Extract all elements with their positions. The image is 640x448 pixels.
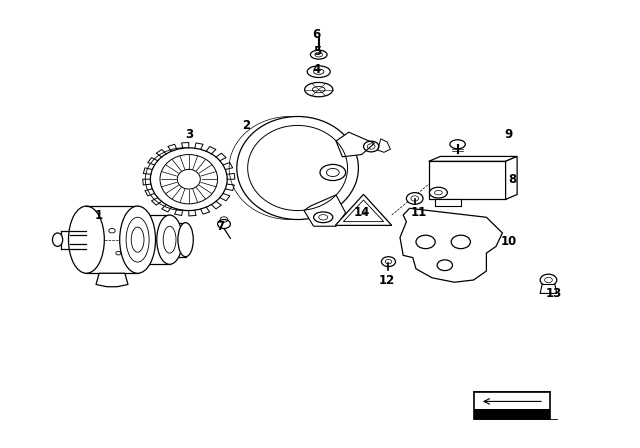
Ellipse shape xyxy=(237,116,358,220)
Text: 11: 11 xyxy=(411,206,428,220)
Text: 10: 10 xyxy=(500,235,517,249)
Text: 2: 2 xyxy=(243,119,250,132)
Ellipse shape xyxy=(320,164,346,181)
Ellipse shape xyxy=(178,223,193,257)
Text: 8: 8 xyxy=(508,172,516,186)
Polygon shape xyxy=(378,139,390,152)
Text: 4: 4 xyxy=(313,63,321,76)
Text: 00182628: 00182628 xyxy=(492,410,539,420)
Ellipse shape xyxy=(305,82,333,97)
Polygon shape xyxy=(336,132,374,157)
Ellipse shape xyxy=(381,257,396,267)
Ellipse shape xyxy=(68,206,104,273)
Polygon shape xyxy=(435,199,461,206)
Text: 6: 6 xyxy=(313,28,321,42)
Ellipse shape xyxy=(429,187,447,198)
Text: 5: 5 xyxy=(313,45,321,58)
Ellipse shape xyxy=(157,215,182,264)
Bar xyxy=(474,409,550,419)
Polygon shape xyxy=(506,156,517,199)
Polygon shape xyxy=(429,161,506,199)
Text: 7: 7 xyxy=(217,220,225,233)
Ellipse shape xyxy=(120,206,156,273)
Ellipse shape xyxy=(310,50,327,59)
Polygon shape xyxy=(344,200,383,222)
Ellipse shape xyxy=(150,148,227,211)
Text: 13: 13 xyxy=(545,287,562,300)
Text: ⚠: ⚠ xyxy=(360,210,367,216)
Text: 12: 12 xyxy=(379,273,396,287)
Ellipse shape xyxy=(52,233,63,246)
Ellipse shape xyxy=(307,66,330,78)
Ellipse shape xyxy=(540,274,557,286)
Polygon shape xyxy=(335,194,392,225)
Text: 3: 3 xyxy=(185,128,193,141)
Polygon shape xyxy=(400,208,502,282)
Ellipse shape xyxy=(218,220,230,228)
Ellipse shape xyxy=(406,193,423,204)
Ellipse shape xyxy=(450,140,465,149)
Bar xyxy=(474,392,550,419)
Text: 14: 14 xyxy=(353,206,370,220)
Polygon shape xyxy=(96,273,128,287)
Text: 1: 1 xyxy=(95,208,103,222)
Polygon shape xyxy=(429,156,517,161)
Polygon shape xyxy=(304,195,346,226)
Polygon shape xyxy=(540,284,557,293)
Text: 9: 9 xyxy=(505,128,513,141)
